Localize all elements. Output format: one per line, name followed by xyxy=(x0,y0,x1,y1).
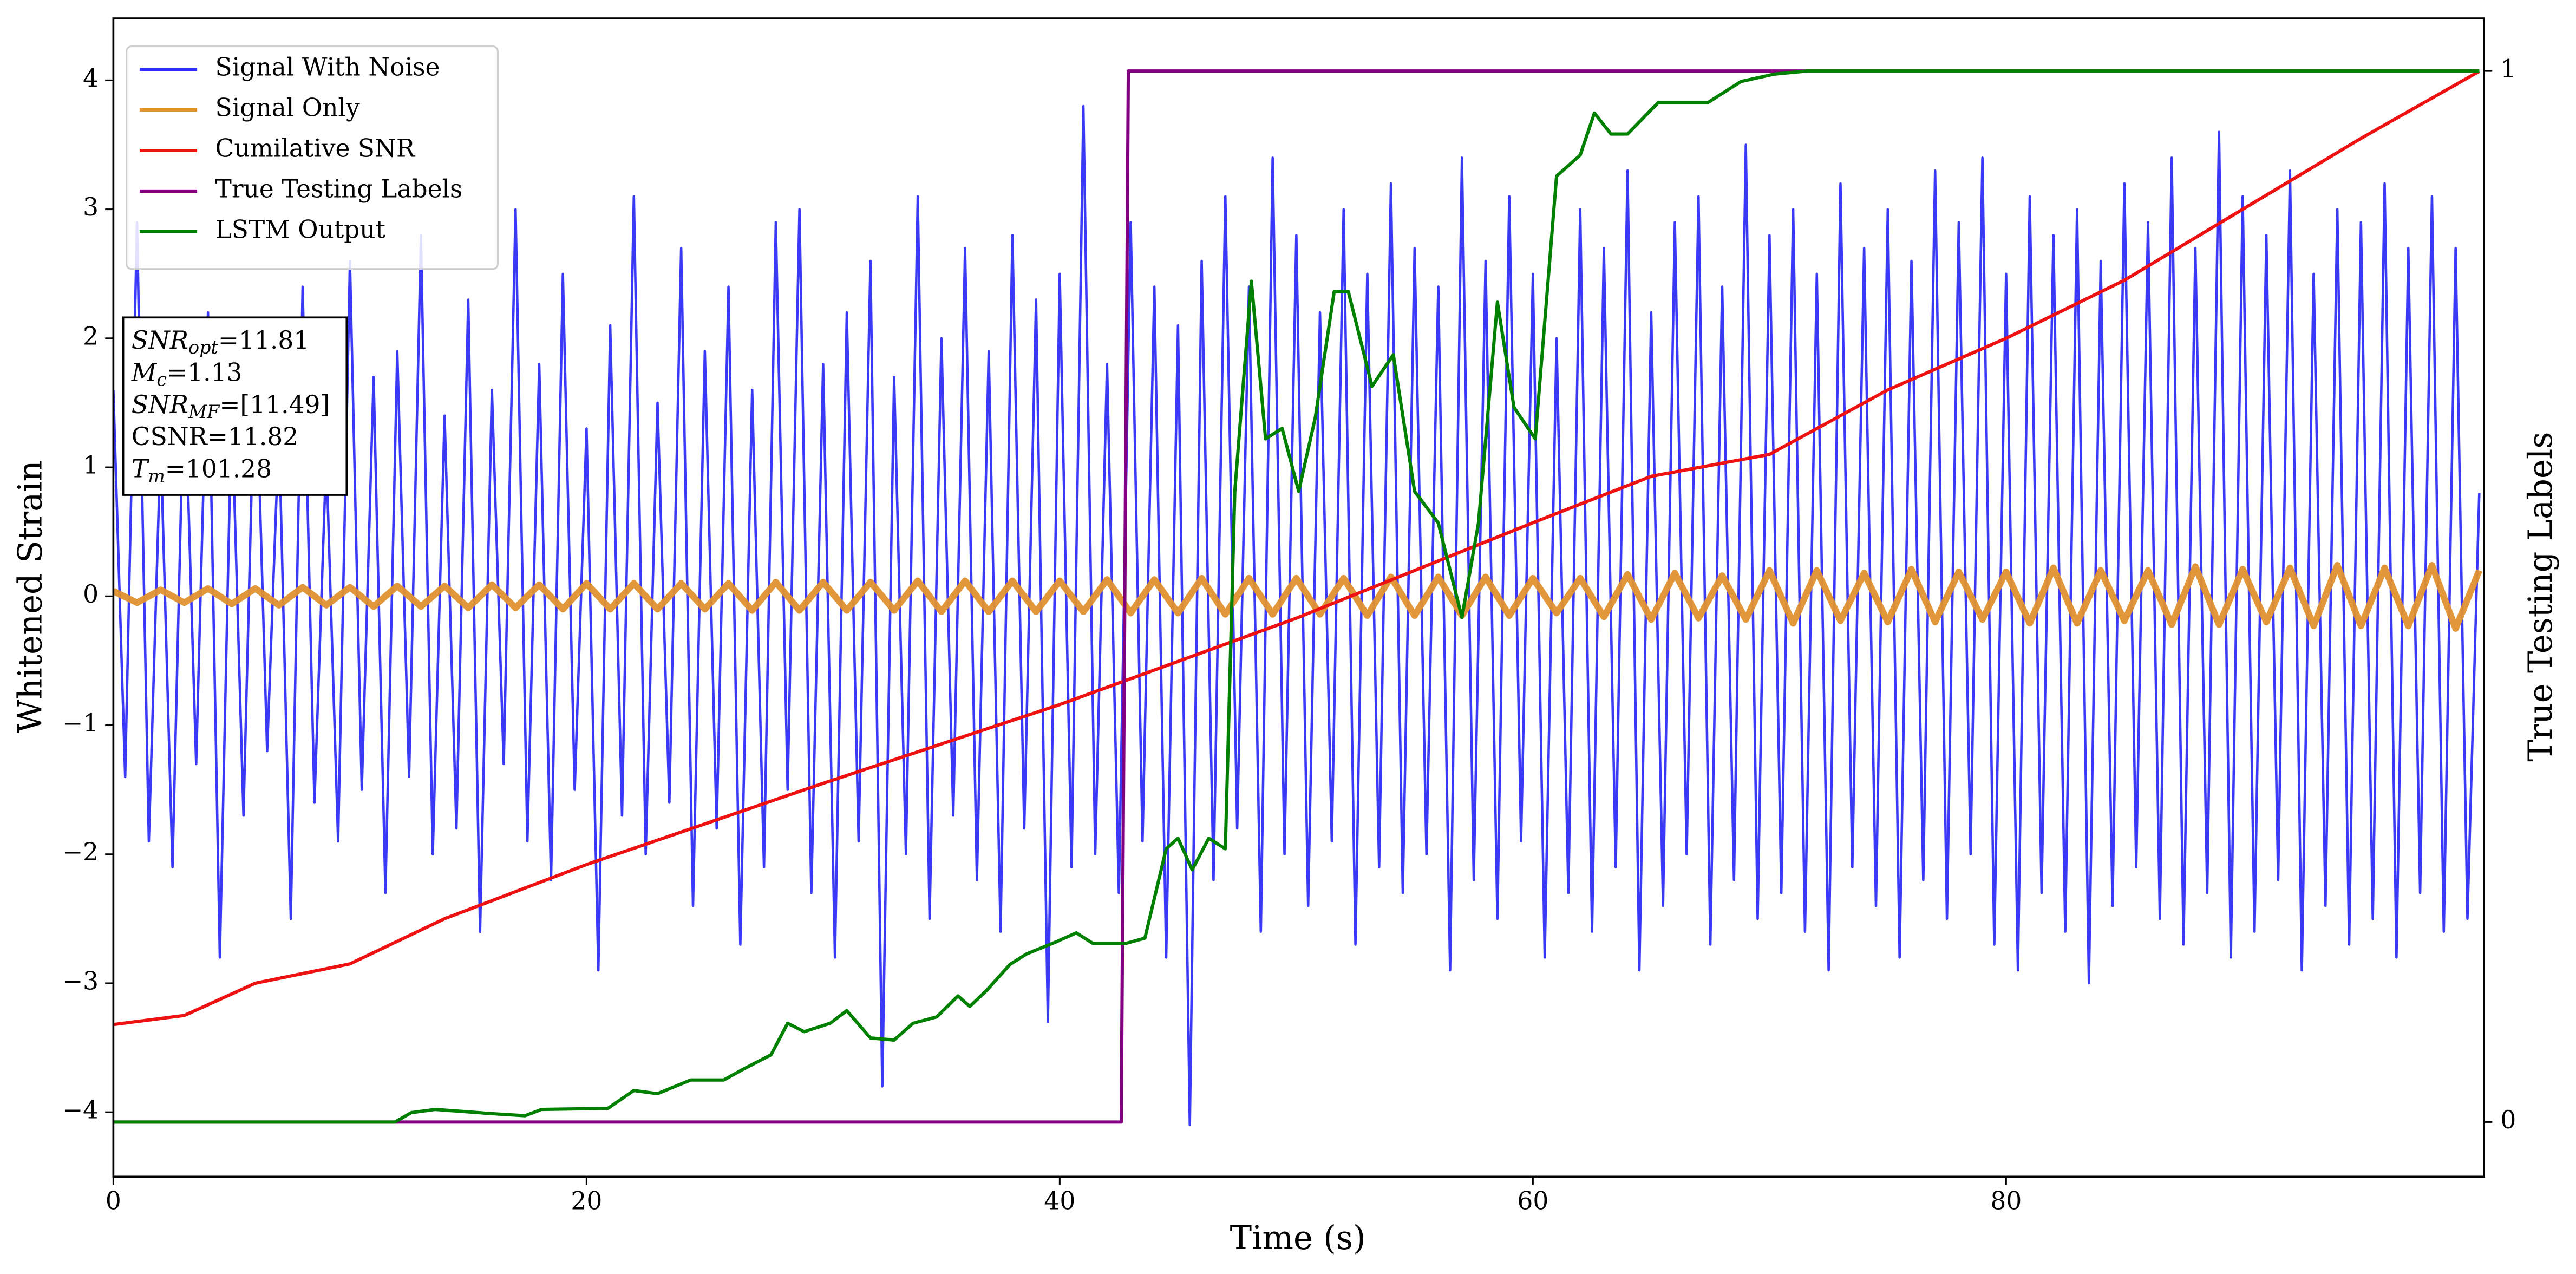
annotation-box xyxy=(122,316,348,496)
annotation-line: Tm=101.28 xyxy=(132,454,272,487)
y-tick-label: 1 xyxy=(83,451,99,480)
legend-label: True Testing Labels xyxy=(215,174,463,203)
annotation-sub: c xyxy=(156,369,167,390)
annotation-text: =101.28 xyxy=(165,454,272,483)
y-tick-label: 4 xyxy=(83,64,99,93)
annotation-text: =11.81 xyxy=(218,325,309,354)
x-tick-label: 20 xyxy=(571,1186,602,1215)
series-line xyxy=(113,562,2482,632)
annotation-name: SNR xyxy=(132,325,188,354)
x-tick-label: 60 xyxy=(1517,1186,1548,1215)
y-tick-label: −3 xyxy=(62,966,99,995)
y-tick-label: −2 xyxy=(62,838,99,866)
series-line xyxy=(113,70,2480,1027)
legend-box xyxy=(126,45,499,270)
x-tick-label: 0 xyxy=(106,1186,121,1215)
y-tick-label: −4 xyxy=(62,1096,99,1125)
annotation-line: CSNR=11.82 xyxy=(132,422,298,451)
legend-label: Signal Only xyxy=(215,94,360,122)
y-tick-label: 3 xyxy=(83,193,99,221)
annotation-text: =[11.49] xyxy=(219,390,330,419)
y-tick-label: 2 xyxy=(83,322,99,350)
annotation-line: SNRMF=[11.49] xyxy=(132,390,330,422)
plot-frame xyxy=(112,17,2485,1178)
plot-area xyxy=(113,69,2482,1127)
x-tick-label: 40 xyxy=(1044,1186,1075,1215)
annotation-line: SNRopt=11.81 xyxy=(132,325,310,358)
series-line xyxy=(113,104,2481,1127)
annotation-name: M xyxy=(131,358,158,387)
x-tick-label: 80 xyxy=(1990,1186,2022,1215)
y2-tick-label: 0 xyxy=(2500,1106,2516,1134)
y2-tick-label: 1 xyxy=(2500,55,2516,83)
annotation-name: T xyxy=(132,454,150,483)
annotation-sub: MF xyxy=(188,401,220,422)
legend-label: LSTM Output xyxy=(215,215,385,244)
legend-label: Cumilative SNR xyxy=(215,134,416,163)
series-line xyxy=(113,69,2480,1124)
y-axis-label: Whitened Strain xyxy=(11,460,49,733)
annotation-name: SNR xyxy=(132,390,188,419)
legend-label: Signal With Noise xyxy=(215,53,440,82)
annotation-text: =11.82 xyxy=(207,422,298,451)
annotation-name: CSNR xyxy=(132,422,208,451)
y-tick-label: 0 xyxy=(83,580,99,609)
y-tick-label: −1 xyxy=(62,709,99,737)
annotation-sub: opt xyxy=(188,337,218,358)
annotation-text: =1.13 xyxy=(167,358,242,387)
y2-axis-label: True Testing Labels xyxy=(2522,432,2560,762)
annotation-line: Mc=1.13 xyxy=(131,358,243,390)
x-axis-label: Time (s) xyxy=(1230,1219,1366,1257)
annotation-sub: m xyxy=(148,466,165,487)
